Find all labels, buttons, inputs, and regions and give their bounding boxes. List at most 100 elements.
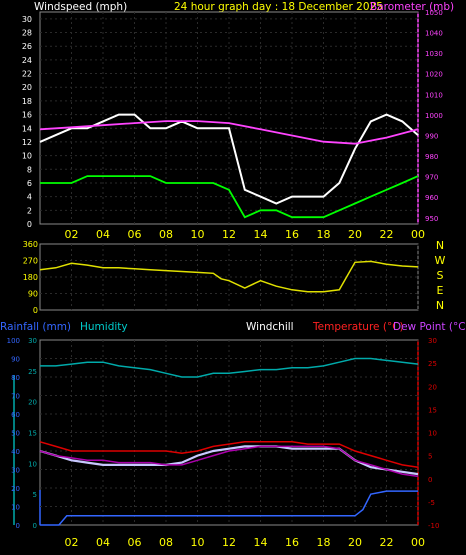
temp-tick-label: 5 xyxy=(428,453,432,461)
x-tick-label: 00 xyxy=(411,536,425,549)
humidity-tick-label: 90 xyxy=(11,356,20,364)
compass-label: N xyxy=(436,299,444,312)
series-baro xyxy=(39,120,419,145)
humidity-tick-label: 50 xyxy=(11,430,20,438)
x-tick-label: 06 xyxy=(128,536,142,549)
y2-tick-label: 1050 xyxy=(425,9,443,17)
x-tick-label: 22 xyxy=(380,228,394,241)
y-tick-label: 0 xyxy=(27,220,32,229)
humidity-tick-label: 30 xyxy=(11,467,20,475)
y-tick-label: 18 xyxy=(22,97,32,106)
y-tick-label: 4 xyxy=(27,193,32,202)
series-humidity xyxy=(40,357,419,378)
temp-tick-label: 20 xyxy=(428,383,437,391)
y-tick-label: 20 xyxy=(22,83,32,92)
y2-tick-label: 1040 xyxy=(425,30,443,38)
x-tick-label: 00 xyxy=(411,228,425,241)
series-dew xyxy=(39,445,419,478)
y-tick-label: 0 xyxy=(33,306,38,315)
x-tick-label: 04 xyxy=(96,536,110,549)
temp-tick-label: 25 xyxy=(428,360,437,368)
series-temp xyxy=(39,441,419,468)
y-tick-label: 10 xyxy=(22,152,32,161)
x-tick-label: 12 xyxy=(222,228,236,241)
series-rain xyxy=(40,490,418,526)
humidity-tick-label: 10 xyxy=(11,504,20,512)
y-tick-label: 26 xyxy=(22,42,32,51)
y-tick-label: 270 xyxy=(23,257,38,266)
y2-tick-label: 990 xyxy=(425,132,438,140)
y-tick-label: 8 xyxy=(27,165,32,174)
y-tick-label: 90 xyxy=(28,290,38,299)
barometer-label: Barometer (mb) xyxy=(370,1,454,13)
series-dir xyxy=(39,260,419,293)
x-tick-label: 22 xyxy=(380,536,394,549)
temp-tick-label: -5 xyxy=(428,499,435,507)
humidity-tick-label: 20 xyxy=(11,485,20,493)
windspeed-label: Windspeed (mph) xyxy=(34,1,127,13)
chart-title: 24 hour graph day : 18 December 2025 xyxy=(174,1,383,13)
humidity-tick-label: 80 xyxy=(11,374,20,382)
rain-tick-label: 15 xyxy=(28,430,37,438)
x-tick-label: 02 xyxy=(65,536,79,549)
x-tick-label: 14 xyxy=(254,228,268,241)
x-tick-label: 20 xyxy=(348,228,362,241)
x-tick-label: 06 xyxy=(128,228,142,241)
rain-tick-label: 20 xyxy=(28,399,37,407)
y-tick-label: 180 xyxy=(23,273,38,282)
compass-label: S xyxy=(437,269,444,282)
y2-tick-label: 980 xyxy=(425,153,438,161)
x-tick-label: 16 xyxy=(285,536,299,549)
x-tick-label: 14 xyxy=(254,536,268,549)
x-tick-label: 20 xyxy=(348,536,362,549)
compass-label: W xyxy=(435,254,446,267)
y2-tick-label: 970 xyxy=(425,174,438,182)
x-tick-label: 10 xyxy=(191,536,205,549)
windchill-label: Windchill xyxy=(246,321,294,333)
y-tick-label: 6 xyxy=(27,179,32,188)
rain-tick-label: 0 xyxy=(33,522,37,530)
y-tick-label: 14 xyxy=(22,124,32,133)
temp-tick-label: -10 xyxy=(428,522,439,530)
rain-tick-label: 10 xyxy=(28,460,37,468)
temp-tick-label: 15 xyxy=(428,406,437,414)
x-tick-label: 18 xyxy=(317,536,331,549)
x-tick-label: 08 xyxy=(159,536,173,549)
temperature-label: Temperature (°C) xyxy=(312,321,404,333)
y2-tick-label: 950 xyxy=(425,215,438,223)
x-tick-label: 02 xyxy=(65,228,79,241)
y-tick-label: 22 xyxy=(22,70,32,79)
series-gust xyxy=(39,113,419,205)
compass-label: E xyxy=(437,284,444,297)
humidity-label: Humidity xyxy=(80,321,128,333)
temp-tick-label: 30 xyxy=(428,337,437,345)
rain-tick-label: 30 xyxy=(28,337,37,345)
y-tick-label: 16 xyxy=(22,111,32,120)
x-tick-label: 16 xyxy=(285,228,299,241)
series-avg xyxy=(40,175,419,219)
y2-tick-label: 960 xyxy=(425,194,438,202)
temp-tick-label: 10 xyxy=(428,430,437,438)
y2-tick-label: 1020 xyxy=(425,71,443,79)
compass-label: N xyxy=(436,239,444,252)
x-tick-label: 08 xyxy=(159,228,173,241)
y-tick-label: 28 xyxy=(22,29,32,38)
y2-tick-label: 1000 xyxy=(425,112,443,120)
y-tick-label: 30 xyxy=(22,15,32,24)
rainfall-label: Rainfall (mm) xyxy=(0,321,71,333)
x-tick-label: 10 xyxy=(191,228,205,241)
humidity-tick-label: 0 xyxy=(16,522,20,530)
y2-tick-label: 1030 xyxy=(425,50,443,58)
rain-tick-label: 5 xyxy=(33,491,37,499)
humidity-tick-label: 40 xyxy=(11,448,20,456)
x-tick-label: 04 xyxy=(96,228,110,241)
humidity-tick-label: 60 xyxy=(11,411,20,419)
y-tick-label: 12 xyxy=(22,138,32,147)
y-tick-label: 360 xyxy=(23,240,38,249)
x-tick-label: 18 xyxy=(317,228,331,241)
humidity-tick-label: 100 xyxy=(7,337,20,345)
humidity-tick-label: 70 xyxy=(11,393,20,401)
y2-tick-label: 1010 xyxy=(425,91,443,99)
y-tick-label: 2 xyxy=(27,206,32,215)
